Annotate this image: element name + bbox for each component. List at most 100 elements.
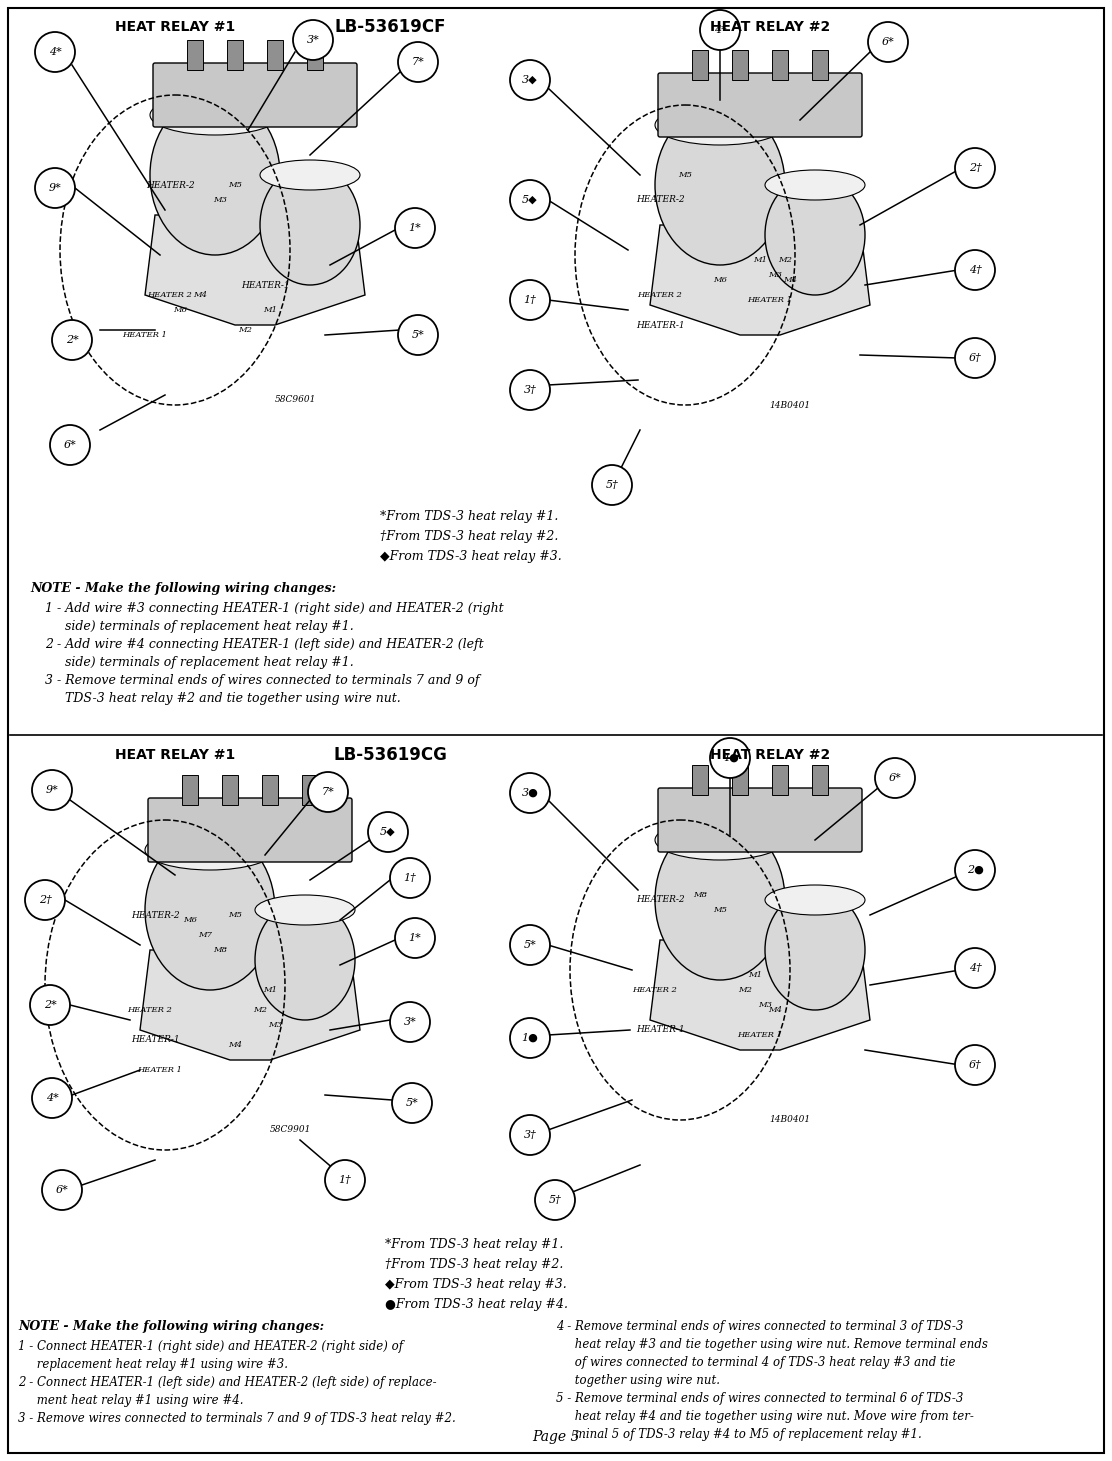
Text: 3 - Remove terminal ends of wires connected to terminals 7 and 9 of: 3 - Remove terminal ends of wires connec… <box>44 674 479 687</box>
Ellipse shape <box>150 95 280 134</box>
Text: 6*: 6* <box>888 773 902 783</box>
Circle shape <box>510 370 550 411</box>
Text: M4: M4 <box>228 1042 242 1049</box>
Circle shape <box>510 1115 550 1156</box>
Text: 5 - Remove terminal ends of wires connected to terminal 6 of TDS-3: 5 - Remove terminal ends of wires connec… <box>556 1392 963 1405</box>
Bar <box>732 50 748 80</box>
Polygon shape <box>651 225 870 335</box>
Circle shape <box>955 337 995 378</box>
Circle shape <box>24 880 64 920</box>
Text: 1●: 1● <box>522 1033 538 1043</box>
Circle shape <box>535 1180 575 1220</box>
Text: M2: M2 <box>738 986 752 993</box>
Circle shape <box>32 770 72 809</box>
Ellipse shape <box>655 820 785 980</box>
Text: 7*: 7* <box>321 787 335 798</box>
Bar <box>227 39 244 70</box>
Text: 1†: 1† <box>524 295 536 305</box>
Bar <box>732 766 748 795</box>
Text: together using wire nut.: together using wire nut. <box>556 1373 719 1386</box>
Text: Page 5: Page 5 <box>533 1430 579 1443</box>
Text: M1: M1 <box>748 972 762 979</box>
Text: M5: M5 <box>228 181 242 188</box>
Text: 9*: 9* <box>46 785 58 795</box>
Text: 6†: 6† <box>969 1061 982 1069</box>
FancyBboxPatch shape <box>658 73 862 137</box>
Text: HEATER-2: HEATER-2 <box>636 896 684 904</box>
Circle shape <box>308 771 348 812</box>
Circle shape <box>709 738 749 779</box>
Text: HEATER-2: HEATER-2 <box>131 910 179 919</box>
Text: 9*: 9* <box>49 183 61 193</box>
Text: HEATER 1: HEATER 1 <box>138 1067 182 1074</box>
Text: HEATER 2: HEATER 2 <box>637 291 683 300</box>
Text: 6†: 6† <box>969 354 982 362</box>
Text: HEATER-1: HEATER-1 <box>240 281 289 289</box>
Circle shape <box>292 20 332 60</box>
Text: 4●: 4● <box>722 752 738 763</box>
Text: M2: M2 <box>238 326 252 335</box>
Polygon shape <box>140 950 360 1061</box>
Text: M3: M3 <box>758 1001 772 1010</box>
Circle shape <box>32 1078 72 1118</box>
Text: M5: M5 <box>228 912 242 919</box>
Text: 1†: 1† <box>404 874 416 882</box>
Text: M7: M7 <box>198 931 212 939</box>
Text: 2*: 2* <box>66 335 78 345</box>
Circle shape <box>592 465 632 506</box>
Text: TDS-3 heat relay #2 and tie together using wire nut.: TDS-3 heat relay #2 and tie together usi… <box>44 693 400 706</box>
Bar <box>307 39 322 70</box>
Text: heat relay #4 and tie together using wire nut. Move wire from ter-: heat relay #4 and tie together using wir… <box>556 1410 974 1423</box>
Circle shape <box>510 281 550 320</box>
Text: †From TDS-3 heat relay #2.: †From TDS-3 heat relay #2. <box>385 1258 564 1271</box>
Text: 1 - Add wire #3 connecting HEATER-1 (right side) and HEATER-2 (right: 1 - Add wire #3 connecting HEATER-1 (rig… <box>44 602 504 615</box>
Text: 2●: 2● <box>966 865 983 875</box>
Bar <box>222 774 238 805</box>
Text: 3◆: 3◆ <box>523 75 538 85</box>
Text: ment heat relay #1 using wire #4.: ment heat relay #1 using wire #4. <box>18 1394 244 1407</box>
Text: M1: M1 <box>264 305 277 314</box>
Bar <box>692 50 708 80</box>
Text: 4†: 4† <box>969 963 982 973</box>
Text: 5†: 5† <box>606 481 618 489</box>
Ellipse shape <box>255 900 355 1020</box>
Text: minal 5 of TDS-3 relay #4 to M5 of replacement relay #1.: minal 5 of TDS-3 relay #4 to M5 of repla… <box>556 1427 922 1441</box>
Text: 4†: 4† <box>969 264 982 275</box>
Text: NOTE - Make the following wiring changes:: NOTE - Make the following wiring changes… <box>30 581 336 595</box>
Text: 3†: 3† <box>524 1129 536 1140</box>
Text: HEAT RELAY #2: HEAT RELAY #2 <box>709 748 831 763</box>
Text: M2: M2 <box>778 256 792 264</box>
Circle shape <box>398 316 438 355</box>
Ellipse shape <box>145 830 275 869</box>
Text: M5: M5 <box>713 906 727 915</box>
Text: LB-53619CG: LB-53619CG <box>334 747 447 764</box>
Ellipse shape <box>260 161 360 190</box>
Ellipse shape <box>765 175 865 295</box>
Text: 4 - Remove terminal ends of wires connected to terminal 3 of TDS-3: 4 - Remove terminal ends of wires connec… <box>556 1319 963 1332</box>
Text: M6: M6 <box>173 305 187 314</box>
Bar <box>182 774 198 805</box>
Text: †From TDS-3 heat relay #2.: †From TDS-3 heat relay #2. <box>380 530 558 543</box>
Text: 1*: 1* <box>408 224 421 232</box>
Bar <box>772 50 788 80</box>
Text: M2: M2 <box>254 1007 267 1014</box>
Text: 58C9901: 58C9901 <box>269 1125 310 1135</box>
Text: HEATER 2: HEATER 2 <box>148 291 192 300</box>
Circle shape <box>393 1083 431 1124</box>
Text: ●From TDS-3 heat relay #4.: ●From TDS-3 heat relay #4. <box>385 1297 568 1311</box>
Circle shape <box>699 10 739 50</box>
Text: 1*: 1* <box>408 934 421 942</box>
Text: HEATER 1: HEATER 1 <box>747 297 793 304</box>
Text: LB-53619CF: LB-53619CF <box>335 18 446 37</box>
Text: M6: M6 <box>713 276 727 283</box>
Text: 58C9601: 58C9601 <box>275 396 316 405</box>
Circle shape <box>510 1018 550 1058</box>
Ellipse shape <box>655 820 785 861</box>
Text: HEATER 2: HEATER 2 <box>128 1007 172 1014</box>
Circle shape <box>398 42 438 82</box>
Text: 3 - Remove wires connected to terminals 7 and 9 of TDS-3 heat relay #2.: 3 - Remove wires connected to terminals … <box>18 1411 456 1424</box>
Circle shape <box>868 22 909 61</box>
Text: of wires connected to terminal 4 of TDS-3 heat relay #3 and tie: of wires connected to terminal 4 of TDS-… <box>556 1356 955 1369</box>
Text: 5◆: 5◆ <box>523 194 538 205</box>
Circle shape <box>325 1160 365 1199</box>
